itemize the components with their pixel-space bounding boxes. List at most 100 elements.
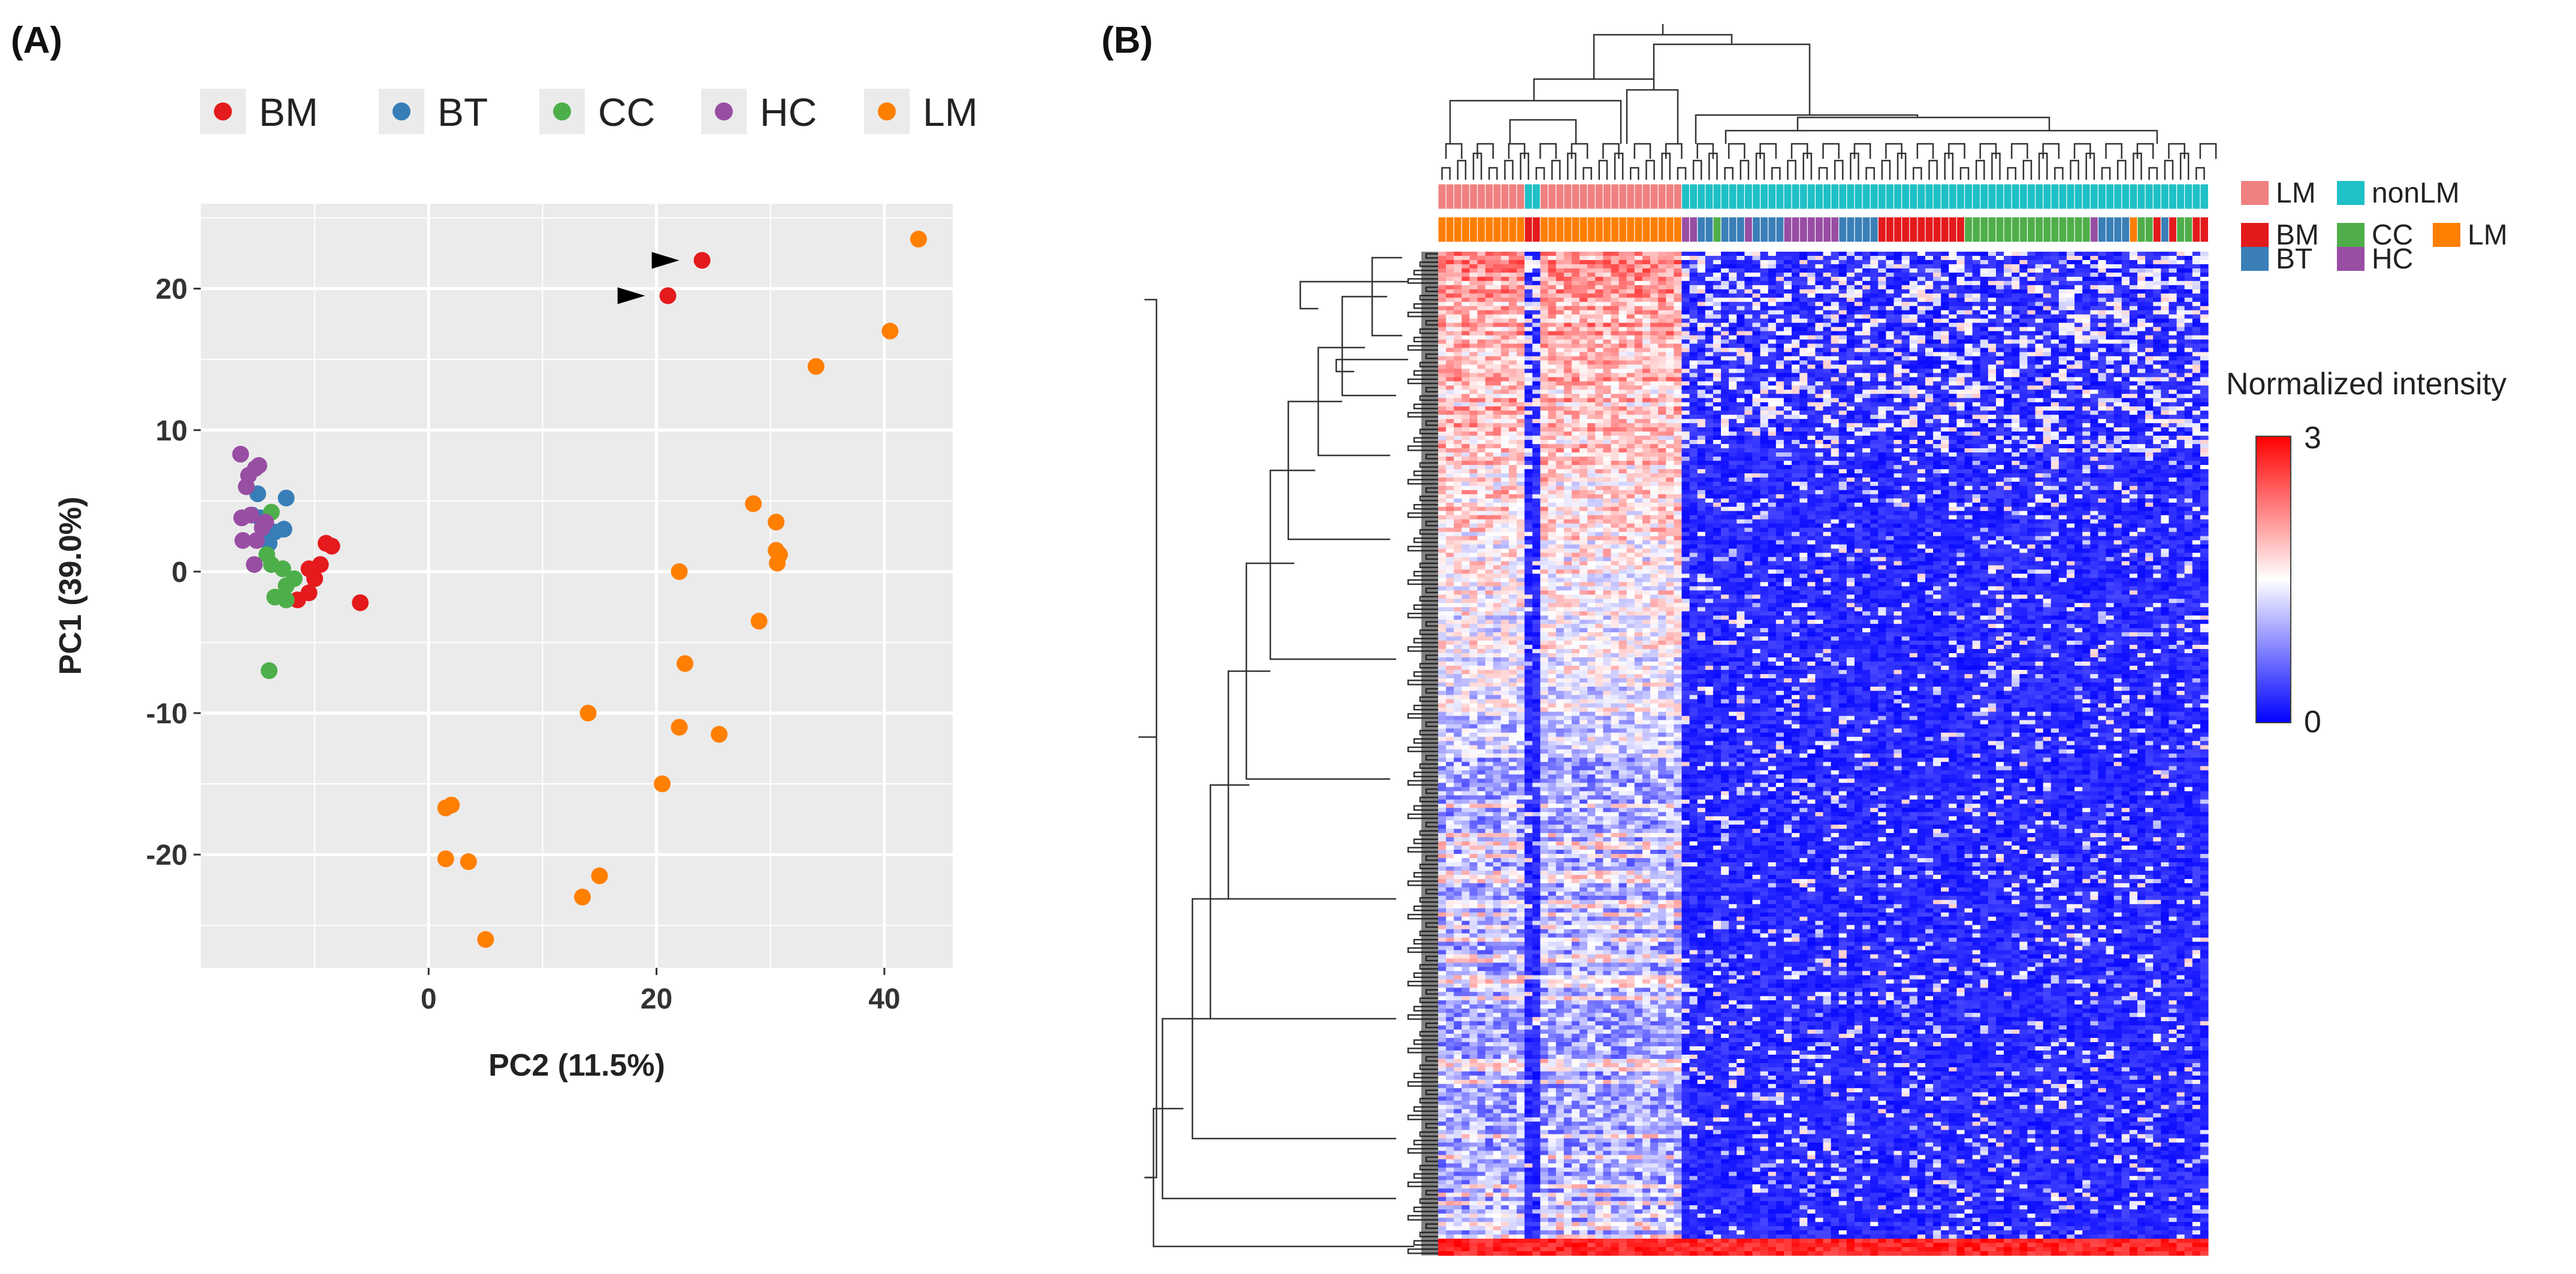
heatmap-cell xyxy=(1886,373,1894,378)
heatmap-cell xyxy=(2059,256,2067,261)
heatmap-cell xyxy=(2059,415,2067,419)
heatmap-cell xyxy=(1996,336,2004,340)
heatmap-cell xyxy=(2177,281,2185,286)
heatmap-cell xyxy=(1635,281,1643,286)
heatmap-cell xyxy=(1635,306,1643,311)
heatmap-cell xyxy=(2027,373,2036,378)
group-annotation-cell xyxy=(1642,184,1651,209)
heatmap-cell xyxy=(1690,360,1698,365)
heatmap-cell xyxy=(1721,298,1729,303)
heatmap-cell xyxy=(1792,289,1800,294)
heatmap-cell xyxy=(1540,319,1548,324)
heatmap-cell xyxy=(2098,340,2106,345)
heatmap-cell xyxy=(1454,319,1462,324)
class-annotation-cell xyxy=(1823,217,1832,242)
heatmap-cell xyxy=(1988,373,1997,378)
heatmap-cell xyxy=(1752,310,1760,315)
heatmap-cell xyxy=(2067,402,2075,407)
heatmap-cell xyxy=(1540,273,1548,277)
heatmap-cell xyxy=(1627,427,1635,432)
heatmap-cell xyxy=(1493,268,1502,273)
heatmap-cell xyxy=(1485,423,1494,428)
heatmap-cell xyxy=(2185,331,2193,336)
heatmap-cell xyxy=(2185,327,2193,332)
heatmap-cell xyxy=(2130,419,2138,424)
heatmap-cell xyxy=(1454,331,1462,336)
heatmap-cell xyxy=(1595,394,1603,398)
heatmap-cell xyxy=(1768,348,1777,353)
heatmap-cell xyxy=(2082,431,2091,436)
heatmap-cell xyxy=(1572,348,1580,353)
heatmap-cell xyxy=(1705,260,1714,265)
heatmap-cell xyxy=(2067,323,2075,328)
class-annotation-cell xyxy=(2193,217,2201,242)
heatmap-cell xyxy=(1580,315,1588,319)
heatmap-cell xyxy=(1910,360,1918,365)
heatmap-cell xyxy=(1870,310,1879,315)
heatmap-cell xyxy=(1847,289,1855,294)
heatmap-cell xyxy=(1988,252,1997,256)
heatmap-cell xyxy=(1485,385,1494,390)
class-annotation-cell xyxy=(2114,217,2122,242)
heatmap-cell xyxy=(1870,268,1879,273)
heatmap-cell xyxy=(1690,423,1698,428)
heatmap-cell xyxy=(2036,306,2044,311)
heatmap-cell xyxy=(1556,398,1565,403)
heatmap-cell xyxy=(2027,294,2036,298)
heatmap-cell xyxy=(1949,390,1957,394)
heatmap-cell xyxy=(2074,348,2083,353)
heatmap-cell xyxy=(1823,431,1832,436)
heatmap-cell xyxy=(2043,252,2052,256)
heatmap-cell xyxy=(2145,344,2154,349)
heatmap-cell xyxy=(1988,268,1997,273)
heatmap-cell xyxy=(2019,431,2028,436)
heatmap-cell xyxy=(2036,356,2044,361)
heatmap-cell xyxy=(2004,302,2012,307)
heatmap-cell xyxy=(1965,419,1973,424)
heatmap-cell xyxy=(1517,277,1525,282)
heatmap-cell xyxy=(1595,268,1603,273)
point-bm xyxy=(694,252,711,268)
heatmap-cell xyxy=(1760,402,1769,407)
heatmap-cell xyxy=(1760,302,1769,307)
heatmap-cell xyxy=(1862,390,1871,394)
heatmap-cell xyxy=(1595,419,1603,424)
heatmap-cell xyxy=(1870,431,1879,436)
heatmap-cell xyxy=(1855,419,1863,424)
heatmap-cell xyxy=(1556,294,1565,298)
heatmap-cell xyxy=(2082,377,2091,382)
heatmap-cell xyxy=(1517,406,1525,411)
heatmap-cell xyxy=(1572,302,1580,307)
heatmap-cell xyxy=(1493,360,1502,365)
heatmap-cell xyxy=(1485,252,1494,256)
heatmap-cell xyxy=(2059,298,2067,303)
heatmap-cell xyxy=(1658,302,1666,307)
group-annotation-cell xyxy=(1855,184,1863,209)
heatmap-cell xyxy=(1564,373,1572,378)
heatmap-cell xyxy=(2193,364,2201,369)
heatmap-cell xyxy=(1674,340,1682,345)
heatmap-cell xyxy=(1721,264,1729,269)
heatmap-cell xyxy=(2019,419,2028,424)
heatmap-cell xyxy=(1595,310,1603,315)
heatmap-cell xyxy=(1540,340,1548,345)
heatmap-cell xyxy=(2153,315,2161,319)
heatmap-cell xyxy=(2145,369,2154,373)
heatmap-cell xyxy=(1839,273,1847,277)
heatmap-cell xyxy=(1532,319,1541,324)
heatmap-cell xyxy=(1627,331,1635,336)
heatmap-cell xyxy=(1925,419,1934,424)
heatmap-cell xyxy=(2193,264,2201,269)
heatmap-cell xyxy=(1823,352,1832,357)
heatmap-cell xyxy=(2004,415,2012,419)
heatmap-cell xyxy=(1973,327,1981,332)
heatmap-cell xyxy=(1524,348,1533,353)
heatmap-cell xyxy=(2074,410,2083,415)
heatmap-cell xyxy=(1760,398,1769,403)
heatmap-cell xyxy=(2074,281,2083,286)
heatmap-cell xyxy=(1478,394,1486,398)
heatmap-cell xyxy=(1713,260,1722,265)
heatmap-cell xyxy=(1564,394,1572,398)
heatmap-cell xyxy=(1792,377,1800,382)
heatmap-cell xyxy=(1690,431,1698,436)
